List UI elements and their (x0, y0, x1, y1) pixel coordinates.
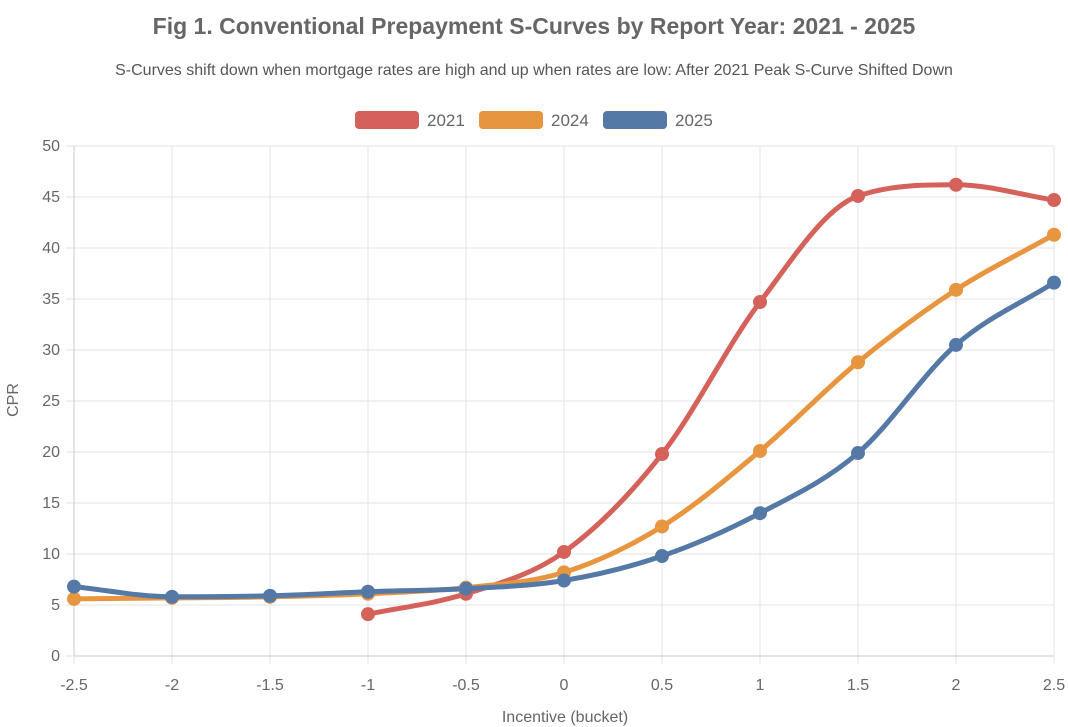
legend-label: 2021 (427, 111, 465, 130)
y-tick-label: 15 (42, 495, 60, 512)
legend-item-2024[interactable]: 2024 (479, 111, 589, 130)
x-tick-label: 1.5 (847, 677, 869, 694)
data-point-2021[interactable] (1047, 193, 1061, 208)
chart-title: Fig 1. Conventional Prepayment S-Curves … (153, 13, 916, 39)
data-point-2021[interactable] (851, 188, 865, 203)
data-point-2025[interactable] (459, 581, 473, 596)
chart-subtitle: S-Curves shift down when mortgage rates … (115, 62, 953, 79)
y-axis-title: CPR (5, 383, 22, 417)
y-tick-label: 50 (42, 138, 60, 155)
legend-item-2025[interactable]: 2025 (603, 111, 713, 130)
legend: 2021 2024 2025 (355, 111, 713, 130)
data-point-2021[interactable] (949, 177, 963, 192)
data-point-2024[interactable] (949, 282, 963, 297)
series-layer (67, 177, 1061, 622)
x-tick-label: 0.5 (651, 677, 673, 694)
y-tick-label: 5 (51, 597, 60, 614)
y-tick-label: 10 (42, 546, 60, 563)
data-point-2025[interactable] (753, 506, 767, 521)
y-tick-label: 20 (42, 444, 60, 461)
x-tick-label: -1.5 (256, 677, 284, 694)
data-point-2024[interactable] (67, 591, 81, 606)
data-point-2024[interactable] (655, 519, 669, 534)
data-point-2024[interactable] (1047, 227, 1061, 242)
data-point-2025[interactable] (67, 579, 81, 594)
x-tick-label: -2 (165, 677, 179, 694)
data-point-2024[interactable] (851, 355, 865, 370)
legend-item-2021[interactable]: 2021 (355, 111, 465, 130)
legend-swatch (479, 111, 543, 129)
x-tick-label: 2 (952, 677, 961, 694)
data-point-2025[interactable] (263, 588, 277, 603)
legend-swatch (355, 111, 419, 129)
data-point-2025[interactable] (851, 446, 865, 461)
y-tick-label: 25 (42, 393, 60, 410)
data-point-2021[interactable] (361, 607, 375, 622)
x-tick-label: 0 (560, 677, 569, 694)
y-tick-label: 40 (42, 240, 60, 257)
data-point-2025[interactable] (165, 589, 179, 604)
y-tick-label: 30 (42, 342, 60, 359)
data-point-2025[interactable] (361, 584, 375, 599)
data-point-2021[interactable] (655, 447, 669, 462)
series-line-2021 (365, 182, 1057, 617)
x-axis-title: Incentive (bucket) (502, 709, 628, 726)
legend-label: 2024 (551, 111, 589, 130)
x-tick-label: -1 (361, 677, 375, 694)
axes: 0 5 10 15 20 25 30 35 40 45 50 -2.5 -2 -1.5 -1 -0.5 0 0.5… (42, 138, 1065, 694)
y-tick-label: 0 (51, 648, 60, 665)
x-tick-label: -0.5 (452, 677, 480, 694)
data-point-2021[interactable] (753, 295, 767, 310)
data-point-2024[interactable] (753, 443, 767, 458)
legend-swatch (603, 111, 667, 129)
data-point-2025[interactable] (557, 573, 571, 588)
series-2025 (67, 275, 1061, 604)
grid (66, 145, 1055, 664)
x-tick-label: -2.5 (60, 677, 88, 694)
series-line-2025 (71, 280, 1057, 600)
data-point-2025[interactable] (949, 337, 963, 352)
y-tick-label: 45 (42, 189, 60, 206)
legend-label: 2025 (675, 111, 713, 130)
data-point-2025[interactable] (1047, 275, 1061, 290)
x-tick-label: 1 (756, 677, 765, 694)
data-point-2021[interactable] (557, 544, 571, 559)
x-tick-label: 2.5 (1043, 677, 1065, 694)
y-tick-label: 35 (42, 291, 60, 308)
data-point-2025[interactable] (655, 549, 669, 564)
